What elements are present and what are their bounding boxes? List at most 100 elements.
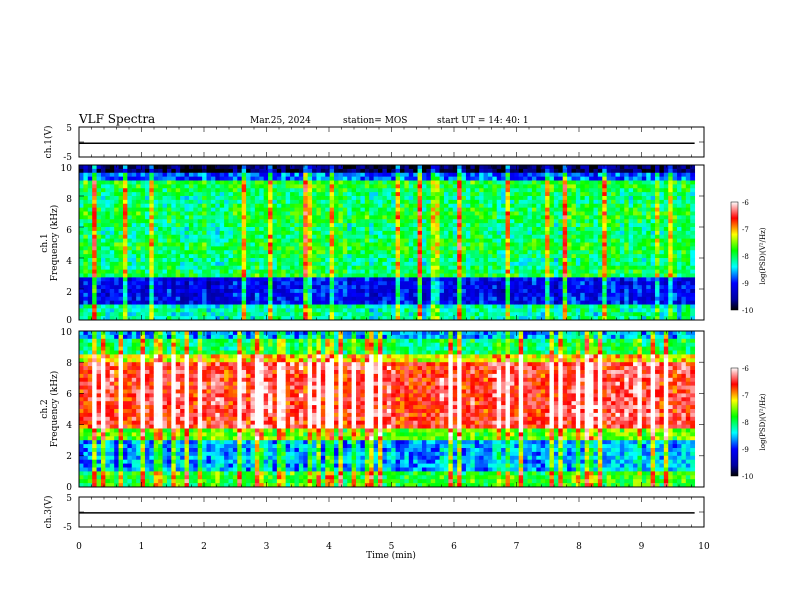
spectrogram-cell xyxy=(373,172,379,178)
spectrogram-cell xyxy=(285,269,291,274)
spectrogram-cell xyxy=(417,304,423,309)
spectrogram-cell xyxy=(443,285,449,290)
spectrogram-cell xyxy=(100,246,106,251)
spectrogram-cell xyxy=(127,188,133,193)
spectrogram-cell xyxy=(452,234,458,240)
spectrogram-cell xyxy=(83,254,89,259)
spectrogram-cell xyxy=(386,300,392,305)
spectrogram-cell xyxy=(334,281,339,286)
spectrogram-cell xyxy=(338,289,344,294)
spectrogram-cell xyxy=(303,184,309,189)
spectrogram-cell xyxy=(523,211,528,216)
spectrogram-cell xyxy=(224,285,229,290)
spectrogram-cell xyxy=(421,269,427,274)
spectrogram-cell xyxy=(153,211,159,216)
spectrogram-cell xyxy=(210,277,216,282)
spectrogram-cell xyxy=(246,211,251,216)
spectrogram-cell xyxy=(347,304,353,309)
spectrogram-cell xyxy=(79,165,84,170)
spectrogram-cell xyxy=(175,277,181,282)
spectrogram-cell xyxy=(439,250,445,255)
spectrogram-cell xyxy=(114,219,119,224)
spectrogram-cell xyxy=(395,207,401,212)
spectrogram-cell xyxy=(87,234,93,240)
spectrogram-cell xyxy=(443,308,449,313)
spectrogram-cell xyxy=(562,176,568,181)
spectrogram-cell xyxy=(259,246,265,251)
spectrogram-cell xyxy=(215,289,221,294)
spectrogram-cell xyxy=(369,196,375,201)
spectrogram-cell xyxy=(131,184,137,189)
spectrogram-cell xyxy=(558,277,564,282)
spectrogram-cell xyxy=(127,308,133,313)
spectrogram-cell xyxy=(545,172,550,178)
spectrogram-cell xyxy=(378,238,383,243)
spectrogram-cell xyxy=(593,234,599,240)
spectrogram-cell xyxy=(342,265,348,271)
spectrogram-cell xyxy=(268,269,273,274)
spectrogram-cell xyxy=(193,230,199,236)
spectrogram-cell xyxy=(575,192,581,197)
spectrogram-cell xyxy=(254,273,260,278)
spectrogram-cell xyxy=(246,277,251,282)
spectrogram-cell xyxy=(457,215,462,220)
spectrogram-cell xyxy=(531,207,537,212)
spectrogram-cell xyxy=(378,165,383,170)
spectrogram-cell xyxy=(171,230,177,236)
spectrogram-cell xyxy=(580,168,586,174)
spectrogram-cell xyxy=(496,304,502,309)
spectrogram-cell xyxy=(531,215,537,220)
spectrogram-cell xyxy=(531,250,537,255)
spectrogram-cell xyxy=(465,273,471,278)
spectrogram-cell xyxy=(492,285,498,290)
spectrogram-cell xyxy=(202,308,207,313)
spectrogram-cell xyxy=(470,285,476,290)
spectrogram-cell xyxy=(492,258,498,263)
spectrogram-cell xyxy=(523,188,528,193)
spectrogram-cell xyxy=(527,203,533,209)
spectrogram-cell xyxy=(479,296,484,302)
spectrogram-cell xyxy=(400,215,405,220)
spectrogram-cell xyxy=(342,223,348,228)
spectrogram-cell xyxy=(228,242,234,247)
spectrogram-cell xyxy=(166,242,172,247)
spectrogram-cell xyxy=(316,250,322,255)
spectrogram-cell xyxy=(320,246,326,251)
spectrogram-cell xyxy=(378,172,383,178)
spectrogram-cell xyxy=(575,258,581,263)
spectrogram-cell xyxy=(540,296,546,302)
spectrogram-cell xyxy=(465,277,471,282)
spectrogram-cell xyxy=(325,172,331,178)
spectrogram-cell xyxy=(562,292,568,298)
spectrogram-cell xyxy=(127,203,133,209)
spectrogram-cell xyxy=(246,265,251,271)
spectrogram-cell xyxy=(175,269,181,274)
spectrogram-cell xyxy=(373,265,379,271)
spectrogram-cell xyxy=(356,254,361,259)
spectrogram-cell xyxy=(593,192,599,197)
spectrogram-cell xyxy=(386,223,392,228)
spectrogram-cell xyxy=(92,277,97,282)
spectrogram-cell xyxy=(518,250,524,255)
spectrogram-cell xyxy=(593,273,599,278)
spectrogram-cell xyxy=(413,285,418,290)
spectrogram-cell xyxy=(272,168,278,174)
spectrogram-cell xyxy=(268,273,273,278)
spectrogram-cell xyxy=(413,207,418,212)
spectrogram-cell xyxy=(373,219,379,224)
spectrogram-cell xyxy=(79,261,84,267)
spectrogram-cell xyxy=(421,254,427,259)
spectrogram-cell xyxy=(136,203,141,209)
spectrogram-cell xyxy=(487,277,493,282)
spectrogram-cell xyxy=(268,250,273,255)
spectrogram-cell xyxy=(118,316,124,321)
spectrogram-cell xyxy=(523,230,528,236)
spectrogram-cell xyxy=(400,172,405,178)
spectrogram-cell xyxy=(386,273,392,278)
spectrogram-cell xyxy=(100,296,106,302)
spectrogram-cell xyxy=(501,215,506,220)
spectrogram-cell xyxy=(118,230,124,236)
spectrogram-cell xyxy=(360,277,366,282)
spectrogram-cell xyxy=(100,192,106,197)
spectrogram-cell xyxy=(435,300,440,305)
